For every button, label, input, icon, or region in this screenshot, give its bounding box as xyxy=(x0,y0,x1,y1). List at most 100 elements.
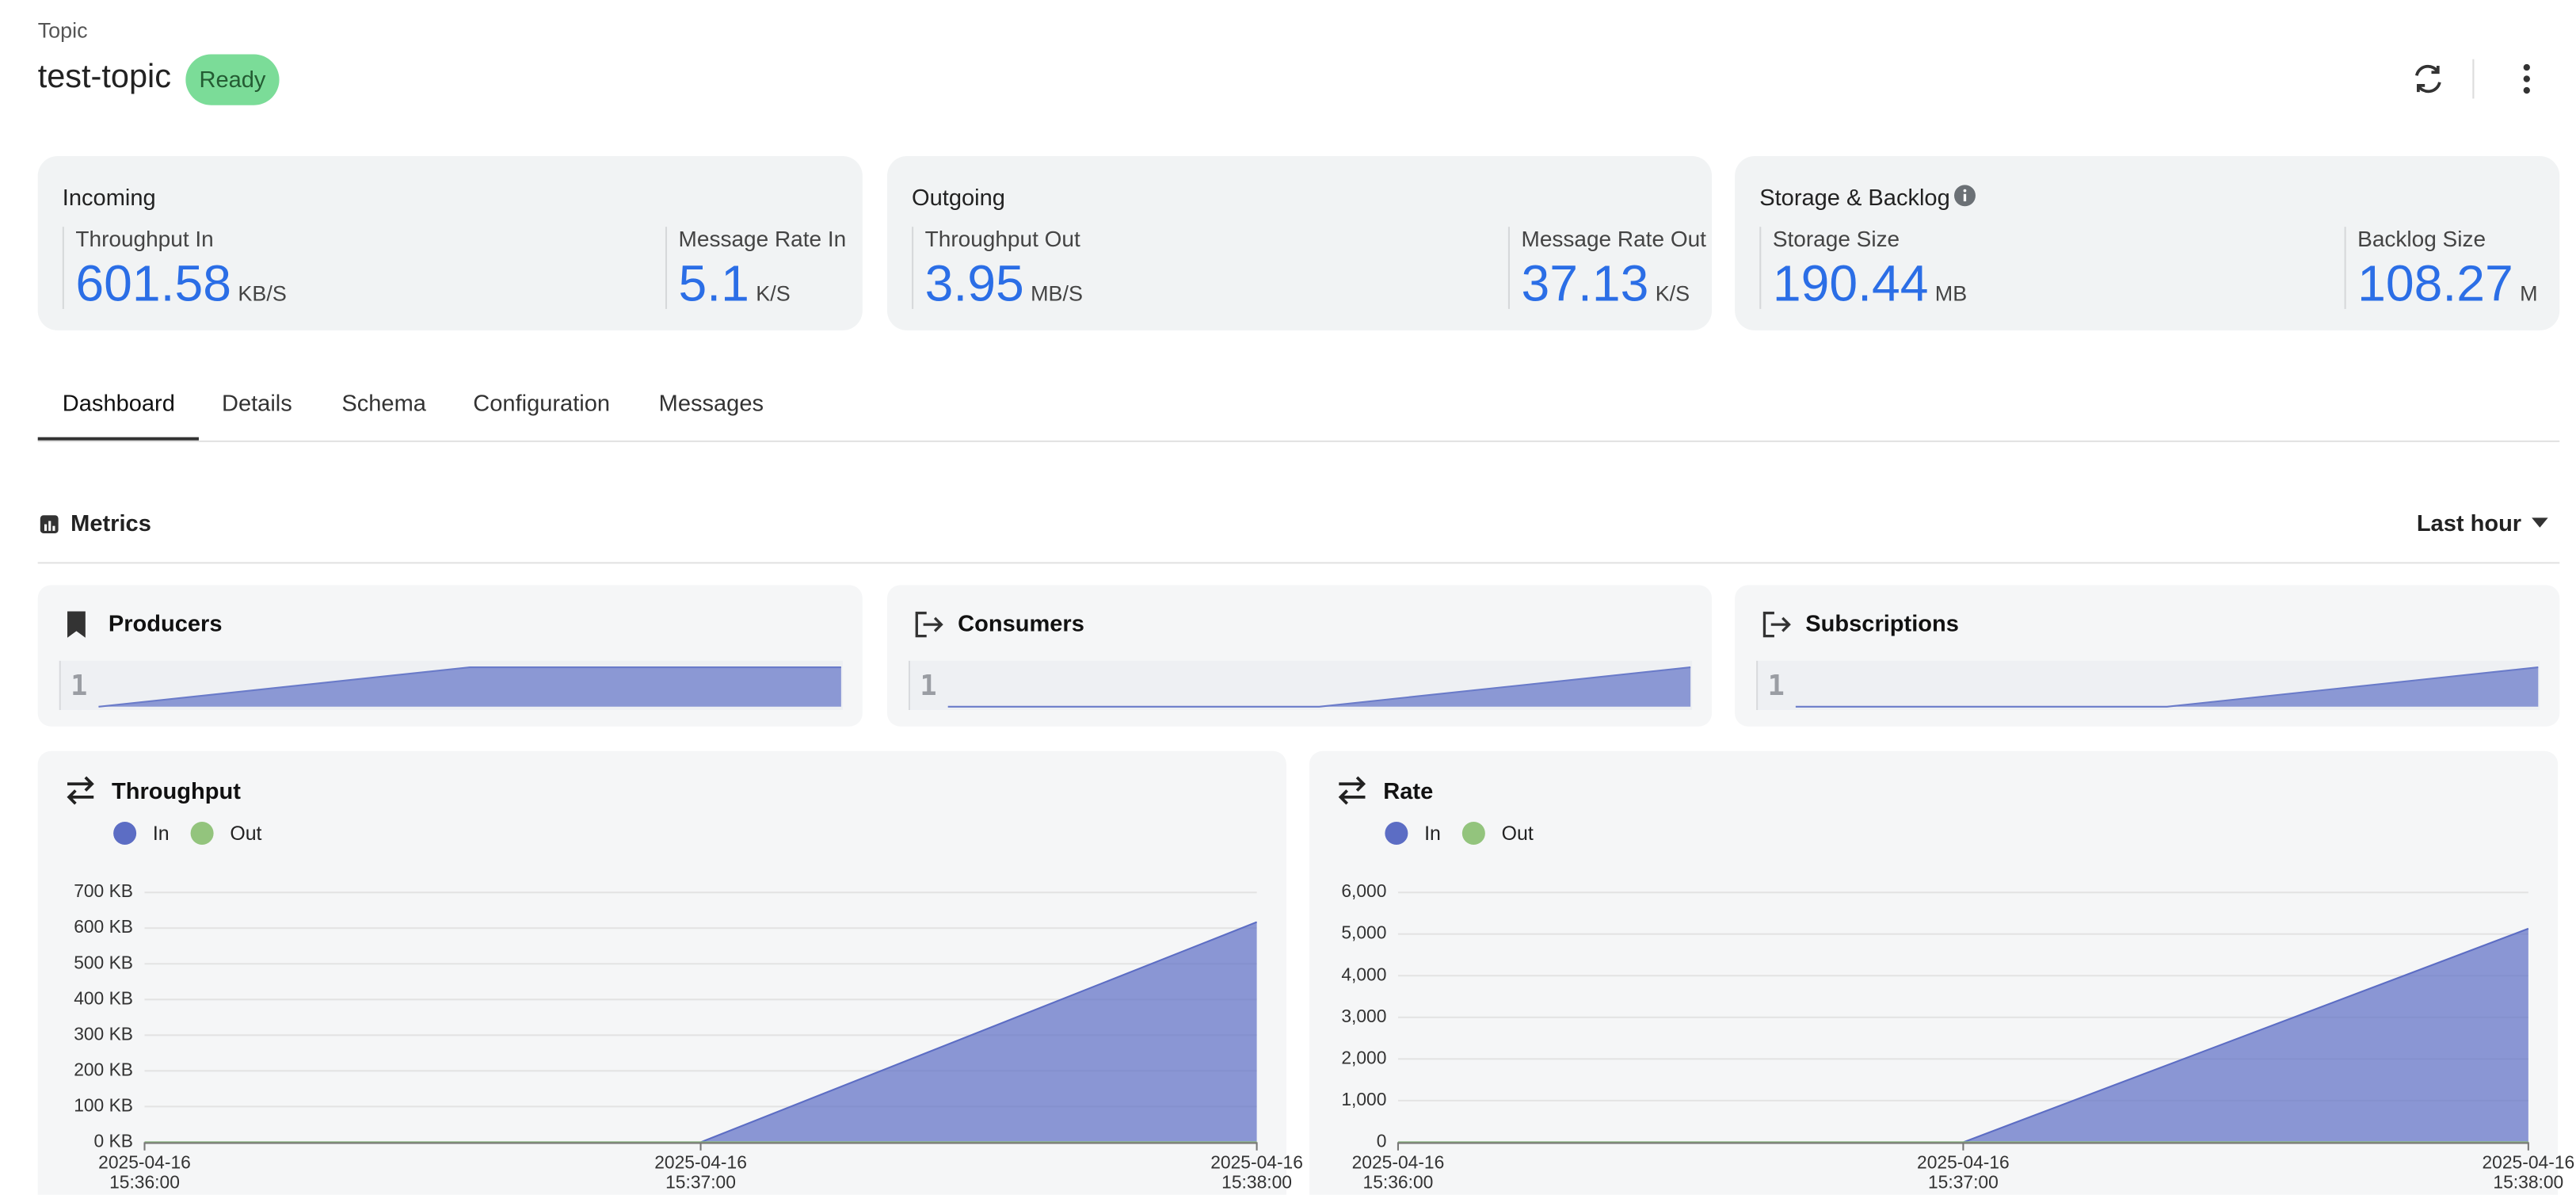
stat-title: Storage & Backlog xyxy=(1759,184,1950,210)
legend-label: In xyxy=(153,822,170,845)
subscriptions-icon xyxy=(1764,613,1789,636)
swap-icon xyxy=(67,777,93,804)
y-tick-label: 2,000 xyxy=(1341,1047,1386,1067)
tabs-border xyxy=(38,441,2560,442)
y-tick-label: 6,000 xyxy=(1341,880,1386,901)
metric-number: 108.27 xyxy=(2357,254,2513,312)
chart-plot: 0 KB 100 KB 200 KB 300 KB 400 KB 500 KB 600 KB… xyxy=(38,874,1286,1194)
page-title: test-topic xyxy=(38,59,171,97)
chart-plot: 1 xyxy=(1756,661,2540,710)
metrics-icon xyxy=(40,514,59,534)
refresh-button[interactable] xyxy=(2408,61,2448,97)
y-tick-label: 300 KB xyxy=(74,1023,133,1044)
more-menu[interactable] xyxy=(2517,63,2536,95)
y-tick-label: 500 KB xyxy=(74,952,133,972)
metric-value: 5.1 K/S xyxy=(679,254,847,314)
chart-title: Rate xyxy=(1383,777,1433,804)
x-tick-label: 2025-04-16 15:36:00 xyxy=(84,1154,205,1193)
chart-title: Subscriptions xyxy=(1805,609,1959,636)
card-icon xyxy=(64,609,97,642)
metric-value: 3.95 MB/S xyxy=(925,254,1083,314)
stat-metric: Backlog Size108.27M xyxy=(2345,227,2538,309)
legend-swatch xyxy=(191,822,214,845)
metric-value: 37.13K/S xyxy=(1522,254,1706,314)
chart-plot: 01,0002,0003,0004,0005,0006,000 xyxy=(1309,874,2558,1194)
x-tick-label: 2025-04-16 15:36:00 xyxy=(1337,1154,1458,1193)
stat-card: Outgoing Throughput Out 3.95 MB/S Message Ra… xyxy=(887,156,1712,330)
card-icon xyxy=(913,609,946,642)
metrics-title: Metrics xyxy=(70,510,151,536)
metric-unit: MB/S xyxy=(1031,281,1083,306)
legend-swatch xyxy=(1385,822,1408,845)
area-fill xyxy=(145,922,1257,1143)
metric-value: 190.44MB xyxy=(1773,254,1967,314)
y-tick-label: 200 KB xyxy=(74,1059,133,1079)
stat-metric: Storage Size 190.44MB xyxy=(1759,227,1967,309)
tab[interactable]: Messages xyxy=(659,390,764,416)
metric-label: Backlog Size xyxy=(2357,227,2537,251)
tab[interactable]: Configuration xyxy=(473,390,610,416)
tab[interactable]: Dashboard xyxy=(63,390,175,416)
chart-plot: 1 xyxy=(59,661,843,710)
y-tick-label: 100 KB xyxy=(74,1094,133,1115)
legend-swatch xyxy=(113,822,136,845)
y-tick-label: 0 KB xyxy=(94,1130,133,1151)
y-tick-label: 1 xyxy=(70,670,87,702)
info-mark xyxy=(1964,194,1966,201)
chart-title: Producers xyxy=(109,609,223,636)
metric-unit: K/S xyxy=(756,281,790,306)
card-icon xyxy=(63,773,99,809)
stat-title: Incoming xyxy=(63,184,156,210)
metric-label: Message Rate Out xyxy=(1522,227,1706,251)
tab[interactable]: Schema xyxy=(341,390,426,416)
divider xyxy=(2472,59,2474,99)
sparkline-card: Producers 1 xyxy=(38,585,863,726)
metric-label: Message Rate In xyxy=(679,227,847,251)
tab[interactable]: Details xyxy=(222,390,292,416)
metric-label: Storage Size xyxy=(1773,227,1967,251)
chart-title: Throughput xyxy=(112,777,241,804)
sparkline-card: Consumers 1 xyxy=(887,585,1712,726)
range-select[interactable]: Last hour xyxy=(2417,510,2521,536)
chart-card: RateInOut01,0002,0003,0004,0005,0006,000… xyxy=(1309,751,2558,1195)
metric-label: Throughput Out xyxy=(925,227,1083,251)
legend-label: In xyxy=(1424,822,1441,845)
chart-plot: 1 xyxy=(909,661,1692,710)
metric-number: 5.1 xyxy=(679,254,749,312)
y-tick-label: 1,000 xyxy=(1341,1089,1386,1109)
metric-unit: K/S xyxy=(1656,281,1690,306)
y-tick-label: 600 KB xyxy=(74,916,133,937)
x-tick-label: 2025-04-16 15:37:00 xyxy=(640,1154,761,1193)
chart-title: Consumers xyxy=(958,609,1084,636)
metric-value: 108.27M xyxy=(2357,254,2537,314)
stat-metric: Message Rate Out37.13K/S xyxy=(1508,227,1706,309)
y-tick-label: 3,000 xyxy=(1341,1006,1386,1026)
sparkline-card: Subscriptions 1 xyxy=(1735,585,2559,726)
y-tick-label: 1 xyxy=(1768,670,1785,702)
breadcrumb[interactable]: Topic xyxy=(38,18,88,43)
status-badge: Ready xyxy=(185,54,279,105)
metrics-border xyxy=(38,562,2560,563)
metric-unit: MB xyxy=(1935,281,1967,306)
producers-icon xyxy=(67,612,86,638)
stat-card: Storage & Backlog Storage Size 190.44MB Bac… xyxy=(1735,156,2559,330)
stat-title: Outgoing xyxy=(912,184,1005,210)
metric-number: 3.95 xyxy=(925,254,1024,312)
chart-card: Throughput In Out 0 KB 100 KB 200 KB 300 KB 400… xyxy=(38,751,1286,1195)
info-dot xyxy=(1964,189,1967,193)
metric-value: 601.58KB/S xyxy=(75,254,286,314)
range-caret[interactable] xyxy=(2532,517,2548,527)
legend-label: Out xyxy=(1502,822,1534,845)
x-tick-label: 2025-04-16 15:37:00 xyxy=(1903,1154,2024,1193)
y-tick-label: 0 xyxy=(1377,1130,1387,1151)
info-icon xyxy=(1953,184,1976,207)
consumers-icon xyxy=(916,613,941,636)
metric-number: 190.44 xyxy=(1773,254,1929,312)
metric-unit: KB/S xyxy=(238,281,286,306)
legend-label: Out xyxy=(230,822,261,845)
card-icon xyxy=(1761,609,1793,642)
y-tick-label: 400 KB xyxy=(74,987,133,1008)
y-tick-label: 700 KB xyxy=(74,880,133,901)
